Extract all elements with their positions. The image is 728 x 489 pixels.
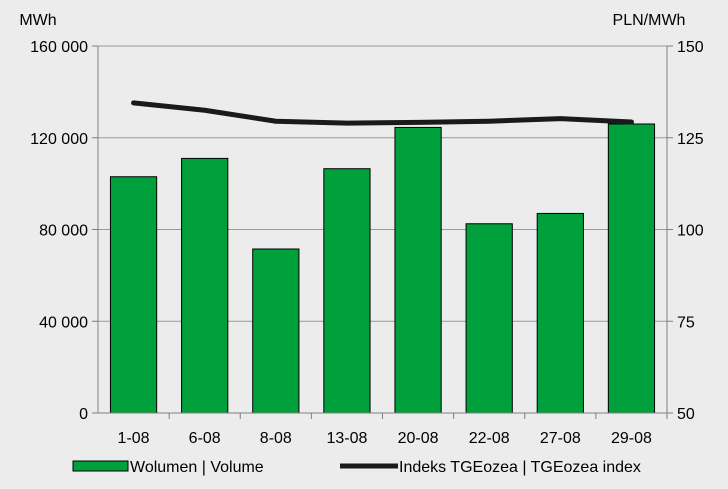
bar-20-08 (394, 126, 442, 414)
axes (92, 45, 673, 419)
line-series-index (131, 100, 634, 126)
bar-22-08 (465, 223, 513, 414)
legend-label-volume: Wolumen | Volume (130, 459, 264, 476)
legend: Wolumen | Volume Indeks TGEozea | TGEozea… (72, 459, 641, 476)
y-left-tick-label: 80 000 (39, 223, 88, 240)
y-right-tick-label: 75 (677, 314, 695, 331)
y-left-tick-label: 120 000 (30, 131, 88, 148)
bar-8-08 (252, 248, 300, 414)
legend-swatch-volume (72, 460, 129, 472)
x-tick-label: 6-08 (189, 430, 221, 447)
x-tick-label: 27-08 (540, 430, 581, 447)
x-tick-label: 8-08 (260, 430, 292, 447)
x-tick-label: 20-08 (398, 430, 439, 447)
legend-label-index: Indeks TGEozea | TGEozea index (399, 459, 641, 476)
y-left-tick-label: 40 000 (39, 314, 88, 331)
y-right-tick-label: 100 (677, 223, 704, 240)
x-tick-label: 22-08 (469, 430, 510, 447)
bar-27-08 (536, 212, 584, 414)
bars (109, 123, 656, 414)
bar-1-08 (109, 176, 158, 414)
x-tick-label: 13-08 (326, 430, 367, 447)
y-right-tick-label: 50 (677, 406, 695, 423)
y-left-tick-label: 160 000 (30, 39, 88, 56)
x-tick-label: 29-08 (611, 430, 652, 447)
y-right-tick-label: 150 (677, 39, 704, 56)
y-axis-right-label: PLN/MWh (613, 12, 686, 29)
bar-6-08 (181, 157, 229, 414)
bar-13-08 (323, 168, 371, 414)
index-line (131, 100, 634, 126)
y-right-tick-label: 125 (677, 131, 704, 148)
y-axis-left-label: MWh (19, 12, 56, 29)
y-left-tick-label: 0 (79, 406, 88, 423)
tick-labels: 0 40 000 80 000 120 000 160 000 50 75 100 125 150… (30, 39, 704, 447)
x-tick-label: 1-08 (118, 430, 150, 447)
bar-29-08 (607, 123, 656, 414)
